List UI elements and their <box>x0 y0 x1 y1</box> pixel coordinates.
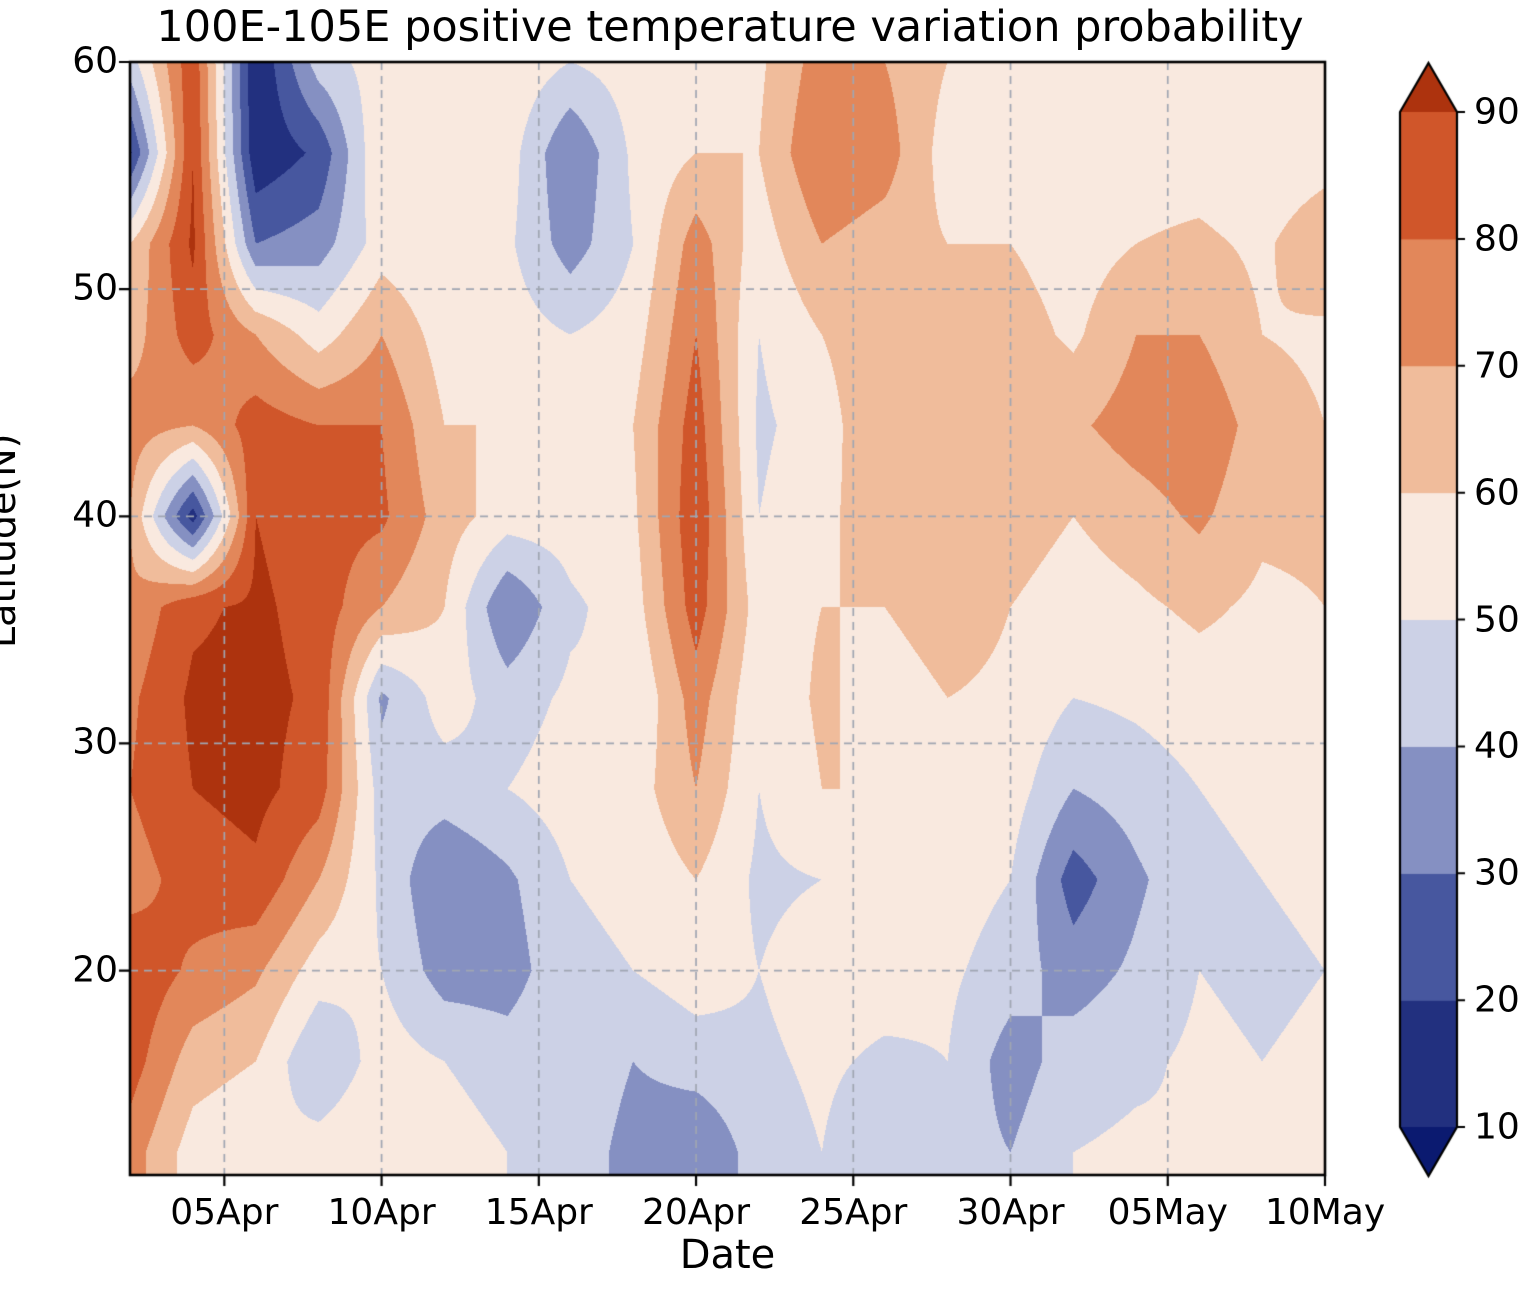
x-tick-label: 10May <box>1264 1192 1386 1233</box>
colorbar-tick-label: 30 <box>1474 852 1520 894</box>
colorbar-tick-label: 80 <box>1474 218 1520 260</box>
chart-title: 100E-105E positive temperature variation… <box>156 2 1304 52</box>
x-tick-label: 30Apr <box>956 1192 1065 1233</box>
colorbar-tick-label: 70 <box>1474 345 1520 387</box>
y-tick-label: 50 <box>72 267 118 309</box>
colorbar-tick-label: 20 <box>1474 979 1520 1021</box>
x-tick-label: 05May <box>1107 1192 1228 1233</box>
x-axis-label: Date <box>679 1232 776 1278</box>
colorbar-tick-label: 60 <box>1474 472 1520 514</box>
x-tick-label: 10Apr <box>327 1192 436 1233</box>
y-axis-label: Latitude(N) <box>0 434 24 648</box>
colorbar-tick-label: 10 <box>1474 1106 1520 1148</box>
colorbar-tick-label: 40 <box>1474 725 1520 767</box>
y-tick-label: 30 <box>72 722 118 764</box>
y-tick-label: 20 <box>72 949 118 991</box>
y-tick-label: 40 <box>72 494 118 536</box>
x-tick-label: 15Apr <box>484 1192 593 1233</box>
colorbar-tick-label: 50 <box>1474 599 1520 640</box>
x-tick-label: 05Apr <box>170 1192 279 1233</box>
colorbar-tick-label: 90 <box>1474 91 1520 133</box>
x-tick-label: 20Apr <box>642 1192 751 1233</box>
y-tick-label: 60 <box>72 40 118 82</box>
x-tick-label: 25Apr <box>799 1192 908 1233</box>
